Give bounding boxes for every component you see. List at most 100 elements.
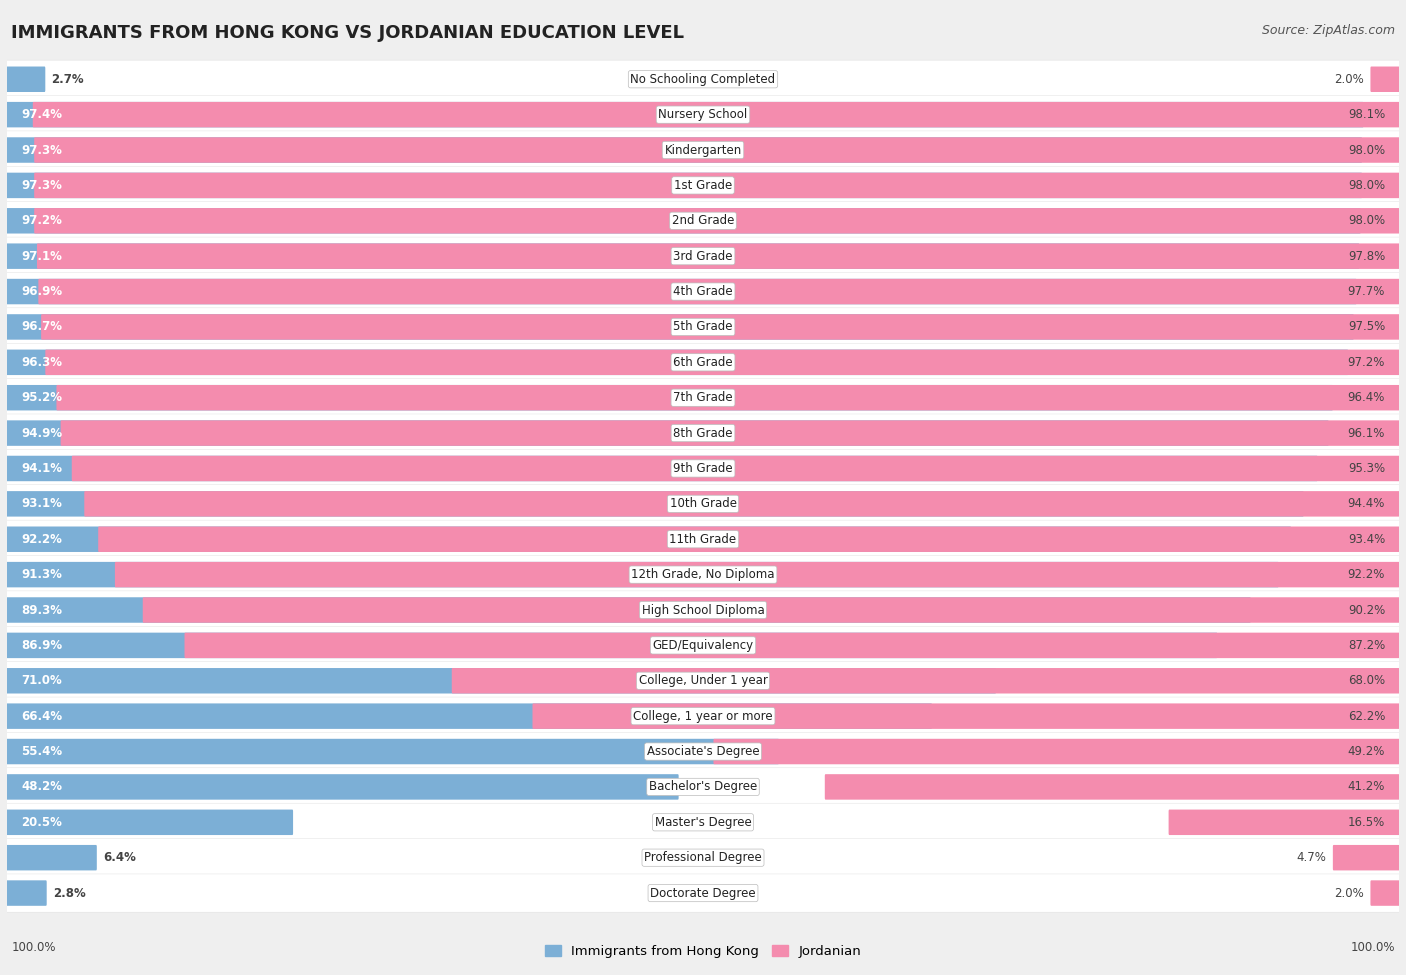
FancyBboxPatch shape — [6, 556, 1400, 594]
Text: 96.3%: 96.3% — [21, 356, 62, 369]
FancyBboxPatch shape — [451, 668, 1399, 693]
FancyBboxPatch shape — [7, 420, 1329, 446]
Text: 89.3%: 89.3% — [21, 604, 62, 616]
Text: 20.5%: 20.5% — [21, 816, 62, 829]
FancyBboxPatch shape — [1371, 880, 1399, 906]
FancyBboxPatch shape — [34, 208, 1399, 234]
FancyBboxPatch shape — [6, 874, 1400, 913]
Text: 2.0%: 2.0% — [1334, 73, 1364, 86]
Text: 97.2%: 97.2% — [1348, 356, 1385, 369]
Text: 94.9%: 94.9% — [21, 427, 62, 440]
Text: 93.1%: 93.1% — [21, 497, 62, 510]
Text: 97.5%: 97.5% — [1348, 321, 1385, 333]
Text: 95.3%: 95.3% — [1348, 462, 1385, 475]
Text: 4th Grade: 4th Grade — [673, 285, 733, 298]
Text: 62.2%: 62.2% — [1348, 710, 1385, 722]
Text: 7th Grade: 7th Grade — [673, 391, 733, 405]
Text: 5th Grade: 5th Grade — [673, 321, 733, 333]
Text: 97.4%: 97.4% — [21, 108, 62, 121]
Text: 48.2%: 48.2% — [21, 780, 62, 794]
Legend: Immigrants from Hong Kong, Jordanian: Immigrants from Hong Kong, Jordanian — [540, 940, 866, 963]
FancyBboxPatch shape — [6, 768, 1400, 806]
FancyBboxPatch shape — [56, 385, 1399, 410]
Text: IMMIGRANTS FROM HONG KONG VS JORDANIAN EDUCATION LEVEL: IMMIGRANTS FROM HONG KONG VS JORDANIAN E… — [11, 24, 685, 42]
FancyBboxPatch shape — [7, 350, 1348, 375]
Text: 100.0%: 100.0% — [1350, 941, 1395, 954]
FancyBboxPatch shape — [37, 244, 1399, 269]
FancyBboxPatch shape — [84, 491, 1399, 517]
Text: 6th Grade: 6th Grade — [673, 356, 733, 369]
FancyBboxPatch shape — [6, 202, 1400, 240]
FancyBboxPatch shape — [6, 838, 1400, 877]
FancyBboxPatch shape — [7, 279, 1357, 304]
FancyBboxPatch shape — [34, 137, 1399, 163]
FancyBboxPatch shape — [6, 272, 1400, 311]
FancyBboxPatch shape — [6, 167, 1400, 205]
FancyBboxPatch shape — [7, 668, 995, 693]
Text: 98.1%: 98.1% — [1348, 108, 1385, 121]
FancyBboxPatch shape — [6, 343, 1400, 381]
FancyBboxPatch shape — [38, 279, 1399, 304]
Text: 94.1%: 94.1% — [21, 462, 62, 475]
Text: 97.1%: 97.1% — [21, 250, 62, 262]
FancyBboxPatch shape — [533, 703, 1399, 729]
Text: 87.2%: 87.2% — [1348, 639, 1385, 652]
Text: 97.2%: 97.2% — [21, 214, 62, 227]
Text: 16.5%: 16.5% — [1348, 816, 1385, 829]
Text: 55.4%: 55.4% — [21, 745, 62, 758]
FancyBboxPatch shape — [7, 314, 1354, 339]
FancyBboxPatch shape — [7, 173, 1362, 198]
Text: 98.0%: 98.0% — [1348, 143, 1385, 157]
FancyBboxPatch shape — [7, 208, 1361, 234]
Text: 2nd Grade: 2nd Grade — [672, 214, 734, 227]
Text: 11th Grade: 11th Grade — [669, 532, 737, 546]
FancyBboxPatch shape — [7, 137, 1362, 163]
FancyBboxPatch shape — [6, 237, 1400, 275]
FancyBboxPatch shape — [6, 520, 1400, 559]
Text: 10th Grade: 10th Grade — [669, 497, 737, 510]
Text: 66.4%: 66.4% — [21, 710, 62, 722]
Text: 96.4%: 96.4% — [1348, 391, 1385, 405]
FancyBboxPatch shape — [7, 244, 1360, 269]
FancyBboxPatch shape — [143, 598, 1399, 623]
FancyBboxPatch shape — [6, 485, 1400, 523]
Text: 97.8%: 97.8% — [1348, 250, 1385, 262]
FancyBboxPatch shape — [1371, 66, 1399, 92]
FancyBboxPatch shape — [7, 66, 45, 92]
Text: 93.4%: 93.4% — [1348, 532, 1385, 546]
FancyBboxPatch shape — [98, 526, 1399, 552]
Text: 97.3%: 97.3% — [21, 143, 62, 157]
FancyBboxPatch shape — [6, 96, 1400, 134]
FancyBboxPatch shape — [6, 626, 1400, 665]
Text: No Schooling Completed: No Schooling Completed — [630, 73, 776, 86]
Text: Kindergarten: Kindergarten — [665, 143, 741, 157]
Text: 86.9%: 86.9% — [21, 639, 62, 652]
Text: 96.1%: 96.1% — [1348, 427, 1385, 440]
Text: 1st Grade: 1st Grade — [673, 178, 733, 192]
Text: 68.0%: 68.0% — [1348, 675, 1385, 687]
FancyBboxPatch shape — [6, 414, 1400, 452]
FancyBboxPatch shape — [6, 591, 1400, 629]
FancyBboxPatch shape — [1333, 845, 1399, 871]
Text: Doctorate Degree: Doctorate Degree — [650, 886, 756, 900]
Text: 97.7%: 97.7% — [1348, 285, 1385, 298]
Text: 12th Grade, No Diploma: 12th Grade, No Diploma — [631, 568, 775, 581]
FancyBboxPatch shape — [7, 526, 1291, 552]
FancyBboxPatch shape — [6, 308, 1400, 346]
FancyBboxPatch shape — [7, 739, 779, 764]
Text: Source: ZipAtlas.com: Source: ZipAtlas.com — [1261, 24, 1395, 37]
Text: 3rd Grade: 3rd Grade — [673, 250, 733, 262]
Text: 90.2%: 90.2% — [1348, 604, 1385, 616]
FancyBboxPatch shape — [713, 739, 1399, 764]
FancyBboxPatch shape — [6, 378, 1400, 417]
Text: 95.2%: 95.2% — [21, 391, 62, 405]
FancyBboxPatch shape — [60, 420, 1399, 446]
Text: GED/Equivalency: GED/Equivalency — [652, 639, 754, 652]
FancyBboxPatch shape — [7, 385, 1333, 410]
FancyBboxPatch shape — [6, 60, 1400, 98]
Text: 96.9%: 96.9% — [21, 285, 62, 298]
Text: 98.0%: 98.0% — [1348, 214, 1385, 227]
Text: College, 1 year or more: College, 1 year or more — [633, 710, 773, 722]
Text: Master's Degree: Master's Degree — [655, 816, 751, 829]
Text: 2.8%: 2.8% — [53, 886, 86, 900]
